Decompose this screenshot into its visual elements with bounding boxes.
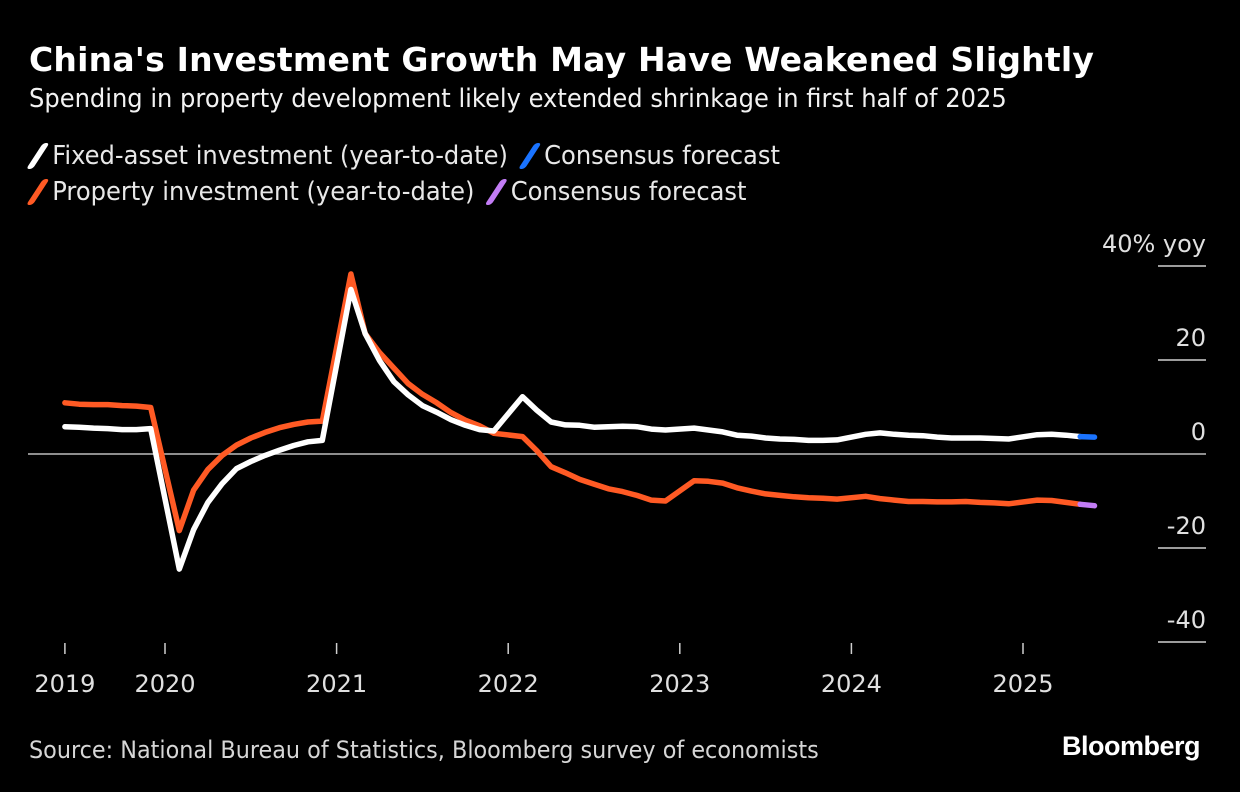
y-tick-label: -20 xyxy=(1167,512,1206,540)
legend-label-property-forecast: Consensus forecast xyxy=(510,177,747,207)
legend-item-fixed-asset-forecast: Consensus forecast xyxy=(518,141,780,171)
y-tick-label: 40% yoy xyxy=(1102,230,1206,258)
fixed-asset-line xyxy=(62,286,1083,572)
series-lines xyxy=(62,271,1098,572)
x-axis: 2019 2020 2021 2022 2023 2024 2025 xyxy=(34,643,1054,698)
property-forecast-line xyxy=(1077,501,1098,509)
x-tick-label: 2020 xyxy=(134,670,195,698)
chart-title: China's Investment Growth May Have Weake… xyxy=(29,40,1095,79)
legend-row-2: Property investment (year-to-date) Conse… xyxy=(26,177,760,207)
legend-label-fixed-asset-forecast: Consensus forecast xyxy=(544,141,780,171)
legend-item-property: Property investment (year-to-date) xyxy=(26,177,475,207)
y-tick-label: 20 xyxy=(1175,324,1206,352)
fixed-asset-forecast-line xyxy=(1077,433,1098,440)
legend-row-1: Fixed-asset investment (year-to-date) Co… xyxy=(26,141,793,171)
property-line xyxy=(62,271,1083,534)
chart-subtitle: Spending in property development likely … xyxy=(29,84,1007,114)
x-tick-label: 2025 xyxy=(992,670,1053,698)
x-tick-label: 2022 xyxy=(478,670,539,698)
legend-item-fixed-asset: Fixed-asset investment (year-to-date) xyxy=(26,141,508,171)
x-tick-label: 2019 xyxy=(34,670,95,698)
x-tick-label: 2023 xyxy=(649,670,710,698)
x-tick-label: 2021 xyxy=(306,670,367,698)
y-tick-label: -40 xyxy=(1167,606,1206,634)
bloomberg-logo: Bloomberg xyxy=(1061,731,1201,761)
y-tick-label: 0 xyxy=(1191,418,1206,446)
y-axis: 40% yoy 20 0 -20 -40 xyxy=(1102,230,1206,643)
legend-label-property: Property investment (year-to-date) xyxy=(52,177,475,207)
legend-item-property-forecast: Consensus forecast xyxy=(484,177,747,207)
x-tick-label: 2024 xyxy=(821,670,882,698)
source-note: Source: National Bureau of Statistics, B… xyxy=(29,736,819,764)
legend-label-fixed-asset: Fixed-asset investment (year-to-date) xyxy=(52,141,508,171)
